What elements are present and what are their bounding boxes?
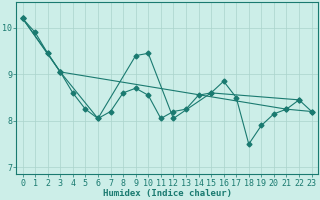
- X-axis label: Humidex (Indice chaleur): Humidex (Indice chaleur): [103, 189, 232, 198]
